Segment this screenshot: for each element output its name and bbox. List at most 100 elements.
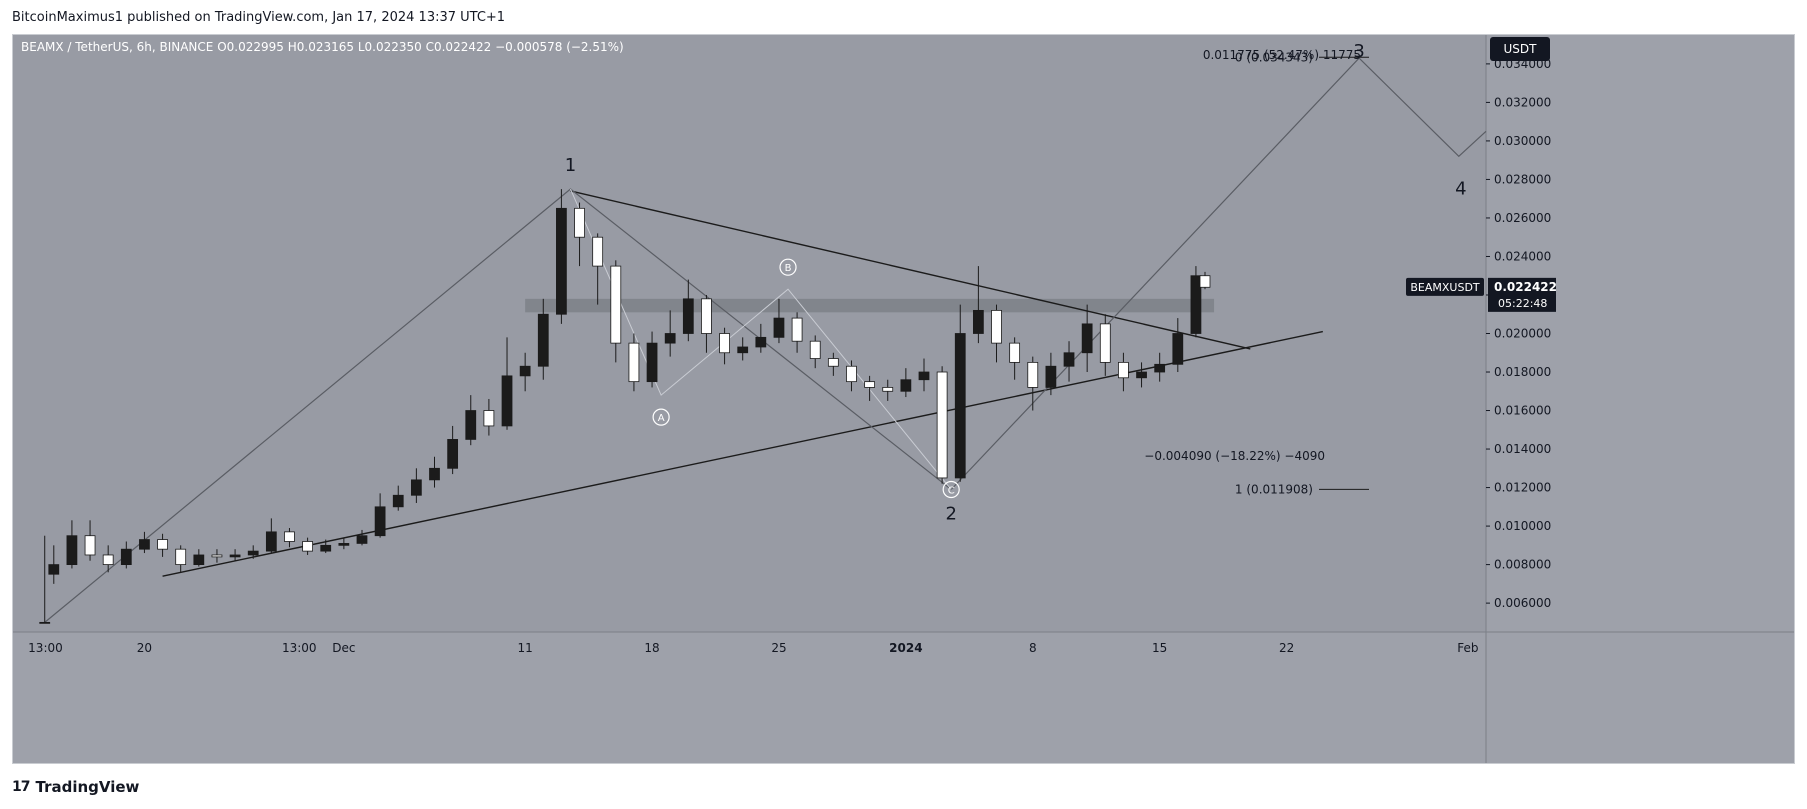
- candle-body: [701, 298, 712, 334]
- candle-body: [1063, 352, 1075, 367]
- candle-body: [1118, 361, 1129, 379]
- candle-body: [39, 621, 51, 624]
- tradingview-brand[interactable]: 17 TradingView: [12, 778, 139, 796]
- candle-body: [791, 317, 803, 342]
- candle-body: [1199, 275, 1211, 288]
- fib_0-label: 0 (0.034343): [1235, 50, 1313, 64]
- candle-body: [936, 371, 948, 479]
- candle-body: [320, 544, 332, 552]
- attribution-text: BitcoinMaximus1 published on TradingView…: [12, 10, 506, 25]
- candle-body: [410, 479, 422, 496]
- candle-body: [229, 554, 241, 558]
- triangle-lower-line: [162, 330, 1323, 577]
- chart-frame[interactable]: 0 (0.034343) 1 (0.011908) 0.011775 (52.47%…: [12, 34, 1795, 764]
- price-tick-label: 0.024000: [1494, 249, 1551, 263]
- candle-body: [1081, 323, 1093, 354]
- candle-body: [338, 543, 350, 546]
- wave-2-label: 2: [945, 503, 956, 524]
- candle-body: [574, 207, 585, 238]
- candle-body: [664, 333, 676, 344]
- candle-body: [356, 535, 368, 544]
- candle-body: [827, 358, 839, 367]
- candle-body: [972, 309, 984, 334]
- price-tick-label: 0.020000: [1494, 327, 1551, 341]
- candle-body: [1045, 365, 1057, 388]
- candle-body: [429, 467, 440, 481]
- candle-body: [628, 342, 640, 383]
- legend-h-value: 0.023165: [297, 40, 358, 54]
- candle-body: [501, 375, 513, 427]
- price-tick-label: 0.032000: [1494, 95, 1551, 109]
- price-tick-label: 0.026000: [1494, 211, 1551, 225]
- candle-body: [918, 371, 930, 381]
- resistance-zone: [525, 298, 1215, 313]
- time-tick-label: Feb: [1457, 641, 1478, 655]
- time-tick-label: 13:00: [28, 641, 63, 655]
- currency-label: USDT: [1504, 42, 1538, 56]
- symbol-tag-badge: [1406, 277, 1484, 296]
- candle-body: [66, 535, 78, 565]
- candle-body: [646, 342, 658, 383]
- price-tick-label: 0.012000: [1494, 481, 1551, 495]
- time-tick-label: 15: [1152, 641, 1167, 655]
- last-price-label: 0.022422: [1494, 280, 1557, 294]
- time-tick-label: 2024: [889, 641, 922, 655]
- ohlc-legend: BEAMX / TetherUS, 6h, BINANCE O0.022995 …: [21, 40, 624, 54]
- candle-body: [265, 531, 277, 552]
- candle-body: [1099, 323, 1111, 363]
- wave-a-label-circle: [652, 408, 670, 426]
- wave-c-label-circle: [942, 480, 960, 499]
- currency-button[interactable]: [1490, 37, 1550, 61]
- candle-body: [864, 381, 875, 388]
- candle-body: [374, 506, 386, 537]
- legend-h-label: H: [288, 40, 297, 54]
- legend-symbol: BEAMX / TetherUS, 6h, BINANCE: [21, 40, 217, 54]
- price-axis-panel: [1486, 35, 1794, 763]
- candle-body: [193, 554, 205, 565]
- time-tick-label: 18: [644, 641, 659, 655]
- candle-body: [483, 410, 495, 427]
- candle-body: [302, 541, 313, 552]
- plot-background: [13, 35, 1486, 632]
- candle-body: [1136, 371, 1147, 379]
- time-tick-label: 13:00: [282, 641, 317, 655]
- price-chart[interactable]: 0 (0.034343) 1 (0.011908) 0.011775 (52.47%…: [13, 35, 1794, 763]
- candle-body: [102, 554, 114, 565]
- candle-body: [755, 336, 767, 348]
- wave-4-label: 4: [1455, 178, 1466, 199]
- candle-body: [556, 207, 567, 315]
- candle-body: [737, 346, 749, 354]
- price-tick-label: 0.028000: [1494, 172, 1551, 186]
- tradingview-logo-icon: 17: [12, 779, 31, 795]
- wave-1-label: 1: [565, 155, 576, 176]
- candle-body: [1009, 342, 1021, 363]
- candle-body: [139, 539, 150, 550]
- time-tick-label: 8: [1029, 641, 1037, 655]
- candle-body: [1154, 363, 1166, 373]
- price-tick-label: 0.018000: [1494, 365, 1551, 379]
- countdown-label: 05:22:48: [1498, 297, 1547, 310]
- legend-o-label: O: [217, 40, 226, 54]
- candle-body: [247, 550, 259, 556]
- tradingview-brand-label: TradingView: [35, 778, 140, 796]
- candle-body: [882, 387, 894, 392]
- candle-body: [84, 535, 96, 556]
- time-tick-label: 25: [771, 641, 786, 655]
- wave-a-label: A: [658, 413, 665, 424]
- candle-body: [610, 265, 622, 344]
- time-tick-label: 20: [137, 641, 152, 655]
- candle-body: [682, 298, 694, 334]
- candle-body: [157, 539, 168, 550]
- candle-body: [537, 313, 549, 367]
- price-tick-label: 0.010000: [1494, 519, 1551, 533]
- legend-c-value: 0.022422: [434, 40, 495, 54]
- price-tick-label: 0.006000: [1494, 596, 1551, 610]
- candle-body: [1027, 361, 1039, 388]
- candle-body: [991, 309, 1002, 344]
- price-tick-label: 0.014000: [1494, 442, 1551, 456]
- fib_1-label: 1 (0.011908): [1235, 482, 1313, 496]
- candle-body: [846, 365, 857, 383]
- wave-3-label: 3: [1353, 41, 1364, 62]
- last-price-badge: [1488, 277, 1556, 312]
- wave-c-label: C: [948, 485, 955, 496]
